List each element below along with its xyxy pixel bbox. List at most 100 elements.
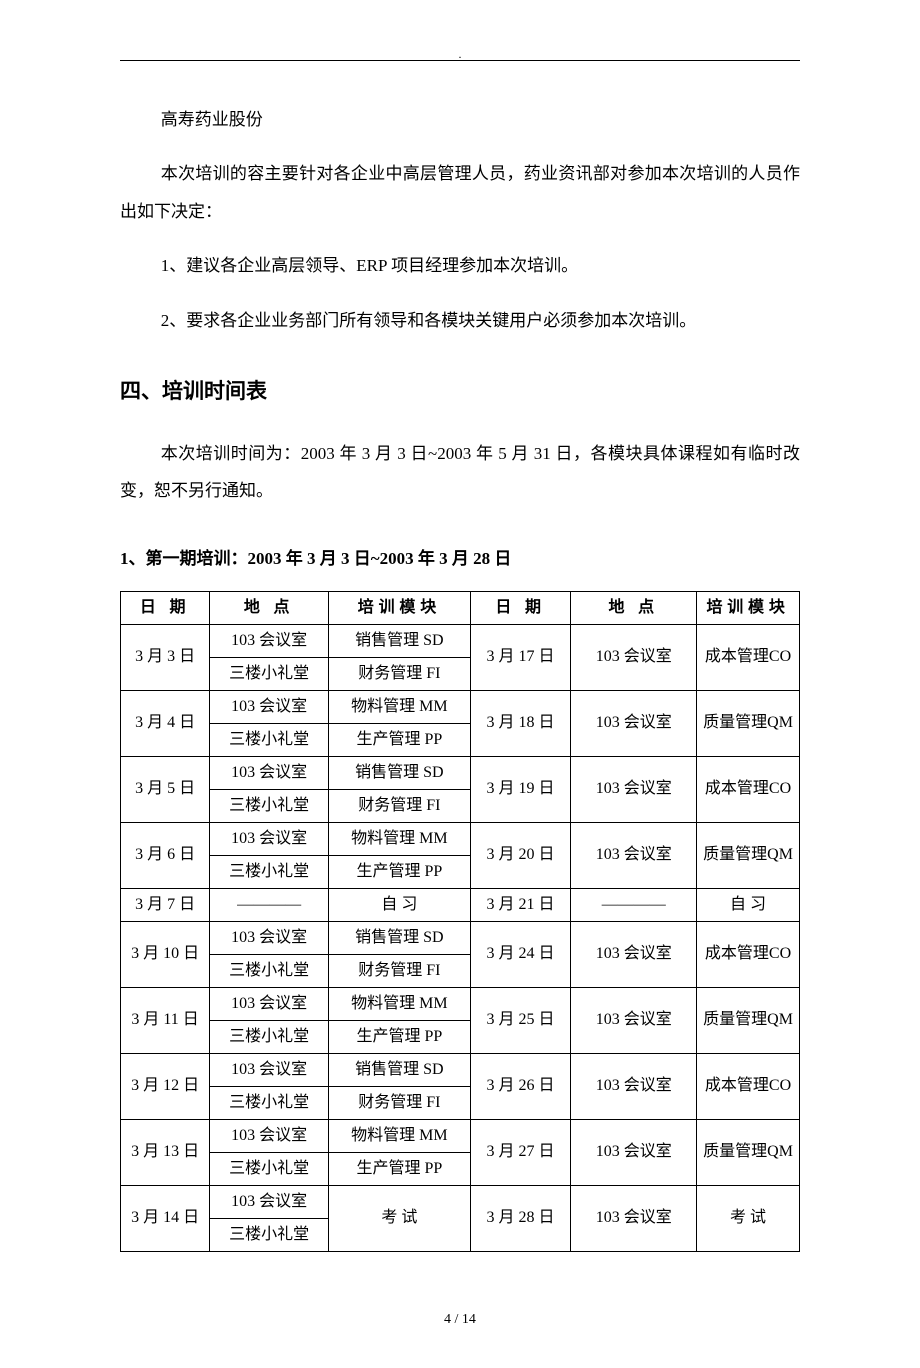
table-row: 3 月 12 日 103 会议室 销售管理 SD 3 月 26 日 103 会议… [121, 1053, 800, 1086]
cell-loc: 103 会议室 [571, 690, 697, 756]
top-divider [120, 60, 800, 61]
cell-mod: 质量管理QM [697, 690, 800, 756]
cell-loc: 103 会议室 [210, 624, 329, 657]
cell-mod: 质量管理QM [697, 822, 800, 888]
cell-loc: 103 会议室 [210, 1119, 329, 1152]
cell-mod: 财务管理 FI [329, 789, 471, 822]
cell-mod: 物料管理 MM [329, 987, 471, 1020]
cell-mod: 生产管理 PP [329, 723, 471, 756]
phase-1-title: 1、第一期培训：2003 年 3 月 3 日~2003 年 3 月 28 日 [120, 544, 800, 569]
cell-loc: ———— [571, 888, 697, 921]
cell-date: 3 月 19 日 [470, 756, 571, 822]
table-row: 3 月 3 日 103 会议室 销售管理 SD 3 月 17 日 103 会议室… [121, 624, 800, 657]
cell-mod: 成本管理CO [697, 1053, 800, 1119]
cell-mod: 生产管理 PP [329, 1020, 471, 1053]
th-loc-right: 地 点 [571, 591, 697, 624]
intro-block: 高寿药业股份 本次培训的容主要针对各企业中高层管理人员，药业资讯部对参加本次培训… [120, 101, 800, 339]
cell-mod: 自 习 [329, 888, 471, 921]
cell-date: 3 月 26 日 [470, 1053, 571, 1119]
cell-mod: 考 试 [697, 1185, 800, 1251]
intro-line: 本次培训的容主要针对各企业中高层管理人员，药业资讯部对参加本次培训的人员作出如下… [120, 155, 800, 230]
cell-loc: ———— [210, 888, 329, 921]
cell-date: 3 月 25 日 [470, 987, 571, 1053]
table-row: 3 月 5 日 103 会议室 销售管理 SD 3 月 19 日 103 会议室… [121, 756, 800, 789]
cell-mod: 物料管理 MM [329, 690, 471, 723]
cell-loc: 103 会议室 [210, 822, 329, 855]
cell-loc: 103 会议室 [210, 1053, 329, 1086]
cell-loc: 三楼小礼堂 [210, 1020, 329, 1053]
cell-mod: 考 试 [329, 1185, 471, 1251]
table-row: 3 月 14 日 103 会议室 考 试 3 月 28 日 103 会议室 考 … [121, 1185, 800, 1218]
cell-mod: 销售管理 SD [329, 921, 471, 954]
cell-loc: 103 会议室 [571, 1119, 697, 1185]
cell-mod: 质量管理QM [697, 987, 800, 1053]
point-1: 1、建议各企业高层领导、ERP 项目经理参加本次培训。 [120, 247, 800, 284]
page-number: 4 / 14 [120, 1312, 800, 1328]
cell-mod: 成本管理CO [697, 624, 800, 690]
point-2: 2、要求各企业业务部门所有领导和各模块关键用户必须参加本次培训。 [120, 302, 800, 339]
cell-loc: 103 会议室 [571, 822, 697, 888]
cell-mod: 财务管理 FI [329, 954, 471, 987]
schedule-desc: 本次培训时间为：2003 年 3 月 3 日~2003 年 5 月 31 日，各… [120, 435, 800, 510]
cell-mod: 自 习 [697, 888, 800, 921]
th-mod-left: 培训模块 [329, 591, 471, 624]
cell-mod: 销售管理 SD [329, 756, 471, 789]
table-row: 3 月 13 日 103 会议室 物料管理 MM 3 月 27 日 103 会议… [121, 1119, 800, 1152]
cell-mod: 成本管理CO [697, 921, 800, 987]
cell-loc: 三楼小礼堂 [210, 1086, 329, 1119]
cell-date: 3 月 4 日 [121, 690, 210, 756]
cell-loc: 103 会议室 [210, 690, 329, 723]
cell-date: 3 月 24 日 [470, 921, 571, 987]
table-row: 3 月 6 日 103 会议室 物料管理 MM 3 月 20 日 103 会议室… [121, 822, 800, 855]
table-header-row: 日 期 地 点 培训模块 日 期 地 点 培训模块 [121, 591, 800, 624]
cell-mod: 质量管理QM [697, 1119, 800, 1185]
cell-loc: 三楼小礼堂 [210, 1152, 329, 1185]
cell-date: 3 月 14 日 [121, 1185, 210, 1251]
section-4-title: 四、培训时间表 [120, 375, 800, 405]
cell-loc: 103 会议室 [210, 987, 329, 1020]
cell-date: 3 月 18 日 [470, 690, 571, 756]
cell-loc: 三楼小礼堂 [210, 855, 329, 888]
th-date-right: 日 期 [470, 591, 571, 624]
schedule-table: 日 期 地 点 培训模块 日 期 地 点 培训模块 3 月 3 日 103 会议… [120, 591, 800, 1252]
cell-date: 3 月 5 日 [121, 756, 210, 822]
cell-loc: 103 会议室 [571, 1053, 697, 1119]
cell-loc: 三楼小礼堂 [210, 954, 329, 987]
company-line: 高寿药业股份 [120, 101, 800, 138]
cell-date: 3 月 28 日 [470, 1185, 571, 1251]
th-mod-right: 培训模块 [697, 591, 800, 624]
cell-date: 3 月 7 日 [121, 888, 210, 921]
cell-date: 3 月 27 日 [470, 1119, 571, 1185]
table-row: 3 月 10 日 103 会议室 销售管理 SD 3 月 24 日 103 会议… [121, 921, 800, 954]
cell-date: 3 月 13 日 [121, 1119, 210, 1185]
cell-loc: 三楼小礼堂 [210, 657, 329, 690]
table-row: 3 月 11 日 103 会议室 物料管理 MM 3 月 25 日 103 会议… [121, 987, 800, 1020]
cell-date: 3 月 21 日 [470, 888, 571, 921]
cell-loc: 103 会议室 [571, 921, 697, 987]
cell-mod: 生产管理 PP [329, 1152, 471, 1185]
cell-date: 3 月 10 日 [121, 921, 210, 987]
cell-mod: 销售管理 SD [329, 624, 471, 657]
cell-date: 3 月 3 日 [121, 624, 210, 690]
cell-mod: 生产管理 PP [329, 855, 471, 888]
cell-loc: 103 会议室 [571, 1185, 697, 1251]
cell-mod: 物料管理 MM [329, 822, 471, 855]
cell-mod: 财务管理 FI [329, 1086, 471, 1119]
th-date-left: 日 期 [121, 591, 210, 624]
table-row: 3 月 7 日 ———— 自 习 3 月 21 日 ———— 自 习 [121, 888, 800, 921]
cell-loc: 103 会议室 [571, 756, 697, 822]
table-row: 3 月 4 日 103 会议室 物料管理 MM 3 月 18 日 103 会议室… [121, 690, 800, 723]
cell-loc: 三楼小礼堂 [210, 789, 329, 822]
cell-date: 3 月 6 日 [121, 822, 210, 888]
cell-loc: 103 会议室 [571, 624, 697, 690]
cell-loc: 103 会议室 [210, 756, 329, 789]
cell-date: 3 月 12 日 [121, 1053, 210, 1119]
cell-date: 3 月 11 日 [121, 987, 210, 1053]
document-page: 高寿药业股份 本次培训的容主要针对各企业中高层管理人员，药业资讯部对参加本次培训… [0, 0, 920, 1368]
cell-date: 3 月 20 日 [470, 822, 571, 888]
cell-date: 3 月 17 日 [470, 624, 571, 690]
cell-loc: 三楼小礼堂 [210, 723, 329, 756]
cell-loc: 103 会议室 [210, 1185, 329, 1218]
section-4-desc: 本次培训时间为：2003 年 3 月 3 日~2003 年 5 月 31 日，各… [120, 435, 800, 510]
cell-loc: 三楼小礼堂 [210, 1218, 329, 1251]
